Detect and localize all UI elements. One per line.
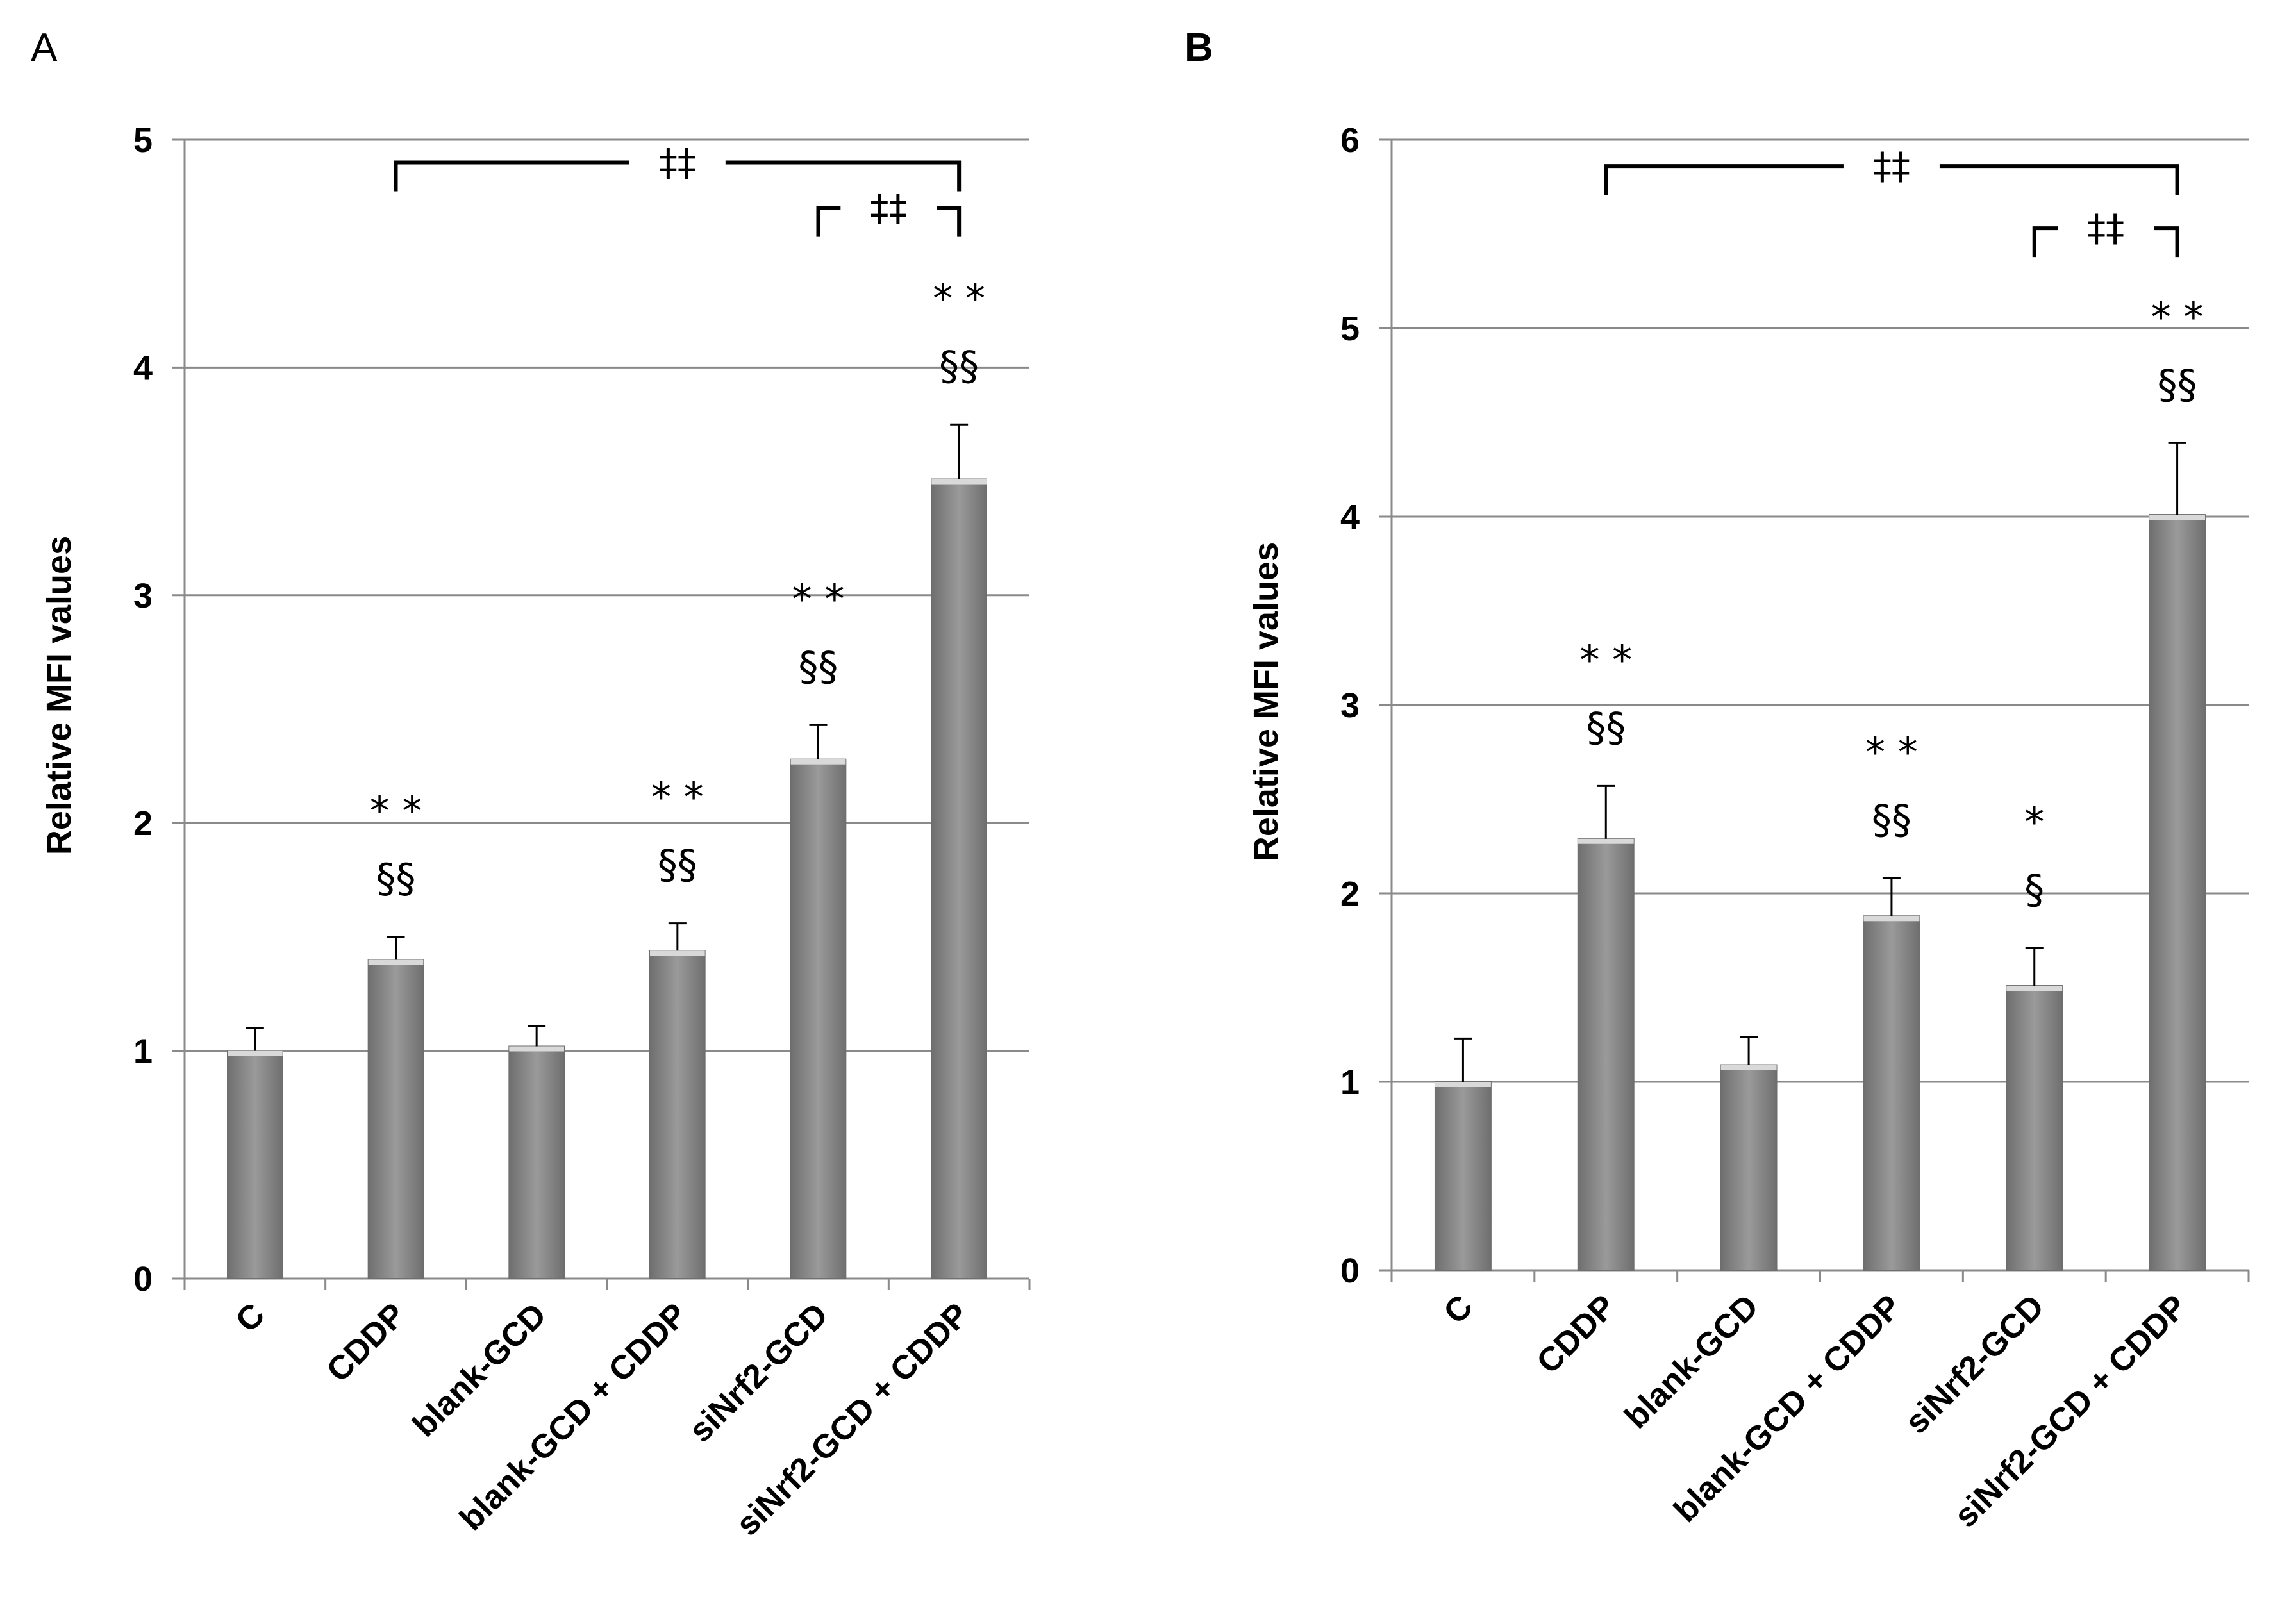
- panel-b-bracket-right: [1939, 164, 2179, 195]
- panel-a-bar: [508, 1045, 565, 1279]
- panel-b-y-tick-label: 4: [1340, 498, 1360, 536]
- panel-b-error-bars: [1454, 442, 2186, 1082]
- panel-a-y-axis-title: Relative MFI values: [40, 536, 78, 855]
- panel-b-y-tick-label: 1: [1340, 1063, 1360, 1102]
- panel-a-section-mark: §§: [799, 643, 838, 690]
- panel-a-y-tick-label: 0: [133, 1260, 153, 1298]
- panel-a-bar: [790, 758, 847, 1279]
- panel-a-category-label: blank-GCD + CDDP: [453, 1296, 694, 1537]
- panel-a-star-mark: * *: [933, 275, 985, 322]
- panel-b-y-tick-label: 0: [1340, 1252, 1360, 1290]
- panel-b-bracket-right: [2154, 226, 2179, 258]
- panel-a-category-label: siNrf2-GCD + CDDP: [729, 1296, 976, 1543]
- panel-b-y-tick-labels: 0 1 2 3 4 5 6: [1340, 121, 1360, 1290]
- panel-b-bar: [1863, 915, 1920, 1271]
- panel-b-y-tick-label: 5: [1340, 310, 1360, 348]
- panel-b-star-mark: * *: [1579, 636, 1632, 683]
- panel-b-section-mark: §§: [1586, 704, 1626, 750]
- panel-a-bar-highlight: [227, 1050, 283, 1056]
- panel-a-bar: [226, 1050, 283, 1279]
- panel-a-category-label: CDDP: [320, 1296, 413, 1389]
- panel-b-section-mark: §§: [2158, 361, 2197, 408]
- panel-b-bar-highlight: [1863, 916, 1920, 922]
- panel-b-y-tick-label: 6: [1340, 121, 1360, 160]
- panel-a-significance-marks: §§ * * §§ * * §§ * * §§ * *: [370, 275, 985, 902]
- panel-b-bracket-label: ‡‡: [2087, 206, 2124, 250]
- panel-a-star-mark: * *: [792, 576, 845, 622]
- panel-b-label: B: [1185, 26, 1213, 70]
- panel-b-chart: B Relative MFI values 0 1 2 3 4 5 6 §§ * * §§ * *…: [1185, 26, 2250, 1535]
- panel-b-y-axis-title: Relative MFI values: [1247, 542, 1285, 861]
- panel-b-bar-highlight: [2006, 986, 2063, 991]
- panel-a-bar-highlight: [368, 959, 424, 965]
- panel-b-axes: [1379, 138, 2250, 1282]
- panel-b-bracket-left: [1604, 164, 1844, 195]
- panel-a-y-tick-label: 1: [133, 1032, 153, 1071]
- panel-b-y-tick-label: 2: [1340, 875, 1360, 913]
- panel-a-category-label: C: [229, 1296, 272, 1339]
- panel-a-y-tick-label: 3: [133, 577, 153, 615]
- panel-a-axes: [172, 138, 1031, 1290]
- panel-b-bar-highlight: [1578, 838, 1634, 844]
- panel-a-y-tick-label: 4: [133, 349, 153, 387]
- panel-b-bar: [1577, 838, 1635, 1271]
- panel-a-bracket-left: [394, 160, 629, 192]
- panel-a-error-bars: [246, 423, 969, 1051]
- panel-a-bar-highlight: [509, 1046, 565, 1052]
- panel-b-star-mark: * *: [1865, 729, 1918, 775]
- panel-b-star-mark: *: [2024, 799, 2044, 845]
- panel-b-bar: [1434, 1081, 1492, 1271]
- panel-a-bar: [367, 959, 424, 1279]
- panel-b-section-mark: §: [2024, 866, 2044, 913]
- panel-b-section-mark: §§: [1872, 796, 1911, 843]
- panel-b-category-label: CDDP: [1530, 1288, 1623, 1380]
- panel-a-bracket-label: ‡‡: [870, 186, 907, 230]
- panel-b-bar: [1720, 1064, 1778, 1272]
- panel-b-category-label: C: [1436, 1288, 1480, 1331]
- panel-a-bar-highlight: [649, 950, 705, 956]
- panel-b-bracket-left: [2032, 226, 2058, 258]
- panel-b-category-label: siNrf2-GCD: [1898, 1288, 2051, 1441]
- panel-a-bars: [226, 478, 988, 1279]
- panel-b-star-mark: * *: [2151, 294, 2204, 340]
- panel-a-section-mark: §§: [658, 841, 697, 888]
- panel-a-bar: [931, 478, 988, 1279]
- panel-a-bar: [649, 950, 706, 1279]
- panel-a-bar-highlight: [790, 759, 846, 765]
- panel-a-section-mark: §§: [939, 342, 979, 389]
- panel-a-bracket-right: [937, 206, 962, 237]
- panel-b-brackets: ‡‡ ‡‡: [1604, 144, 2179, 258]
- panel-a-category-label: blank-GCD: [406, 1296, 554, 1444]
- panel-a-brackets: ‡‡ ‡‡: [394, 141, 962, 237]
- panel-b-gridlines: [1392, 138, 2249, 1083]
- panel-a-star-mark: * *: [651, 774, 704, 821]
- panel-b-category-label: blank-GCD: [1618, 1288, 1766, 1436]
- panel-b-bar-highlight: [1720, 1065, 1777, 1070]
- panel-a-label: A: [31, 26, 58, 70]
- panel-b-bar: [2006, 985, 2063, 1272]
- panel-a-bracket-label: ‡‡: [659, 141, 696, 185]
- panel-b-category-label: siNrf2-GCD + CDDP: [1947, 1288, 2194, 1534]
- panel-b-bar-highlight: [2149, 515, 2206, 520]
- panel-a-y-tick-labels: 0 1 2 3 4 5: [133, 121, 153, 1298]
- panel-a-y-tick-label: 5: [133, 121, 153, 160]
- panel-b-bracket-label: ‡‡: [1873, 144, 1910, 188]
- panel-a-star-mark: * *: [370, 788, 422, 834]
- panel-b-bar-highlight: [1435, 1082, 1491, 1087]
- panel-a-bracket-right: [725, 160, 962, 192]
- panel-a-category-label: siNrf2-GCD: [682, 1296, 835, 1449]
- panel-a-bar-highlight: [931, 479, 987, 485]
- panel-a-gridlines: [185, 138, 1029, 1052]
- panel-b-significance-marks: §§ * * §§ * * § * §§ * *: [1579, 294, 2203, 913]
- panel-a-y-tick-label: 2: [133, 804, 153, 843]
- panel-a-bracket-left: [816, 206, 841, 237]
- panel-b-y-tick-label: 3: [1340, 686, 1360, 725]
- panel-b-bars: [1434, 514, 2206, 1272]
- panel-b-bar: [2149, 514, 2206, 1271]
- panel-a-section-mark: §§: [376, 855, 416, 902]
